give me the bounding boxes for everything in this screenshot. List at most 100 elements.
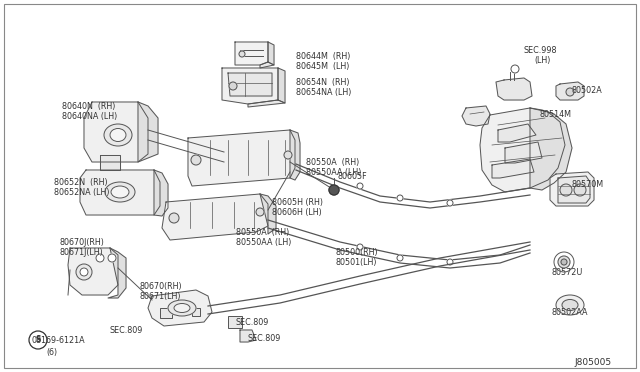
- Polygon shape: [240, 330, 256, 342]
- Ellipse shape: [104, 124, 132, 146]
- Text: SEC.998: SEC.998: [524, 46, 557, 55]
- Polygon shape: [278, 68, 285, 103]
- Polygon shape: [222, 68, 278, 104]
- Text: (LH): (LH): [534, 56, 550, 65]
- Polygon shape: [80, 170, 160, 215]
- Polygon shape: [260, 194, 276, 234]
- Ellipse shape: [168, 300, 196, 316]
- Text: SEC.809: SEC.809: [236, 318, 269, 327]
- Text: 80645M  (LH): 80645M (LH): [296, 62, 349, 71]
- Circle shape: [511, 65, 519, 73]
- Polygon shape: [530, 108, 572, 190]
- Ellipse shape: [111, 186, 129, 198]
- Circle shape: [560, 184, 572, 196]
- Ellipse shape: [562, 299, 578, 311]
- Text: SEC.809: SEC.809: [248, 334, 282, 343]
- Text: 80502A: 80502A: [572, 86, 603, 95]
- Circle shape: [357, 183, 363, 189]
- Polygon shape: [498, 124, 536, 142]
- Circle shape: [29, 331, 47, 349]
- Text: 80670(RH): 80670(RH): [140, 282, 182, 291]
- Polygon shape: [235, 42, 268, 65]
- Text: 80550A  (RH): 80550A (RH): [236, 228, 289, 237]
- Text: 80550A  (RH): 80550A (RH): [306, 158, 359, 167]
- Polygon shape: [84, 102, 148, 162]
- Polygon shape: [108, 248, 126, 298]
- Text: 80570M: 80570M: [572, 180, 604, 189]
- Circle shape: [256, 208, 264, 216]
- Text: 80502AA: 80502AA: [552, 308, 589, 317]
- Polygon shape: [556, 82, 584, 100]
- Circle shape: [96, 254, 104, 262]
- Text: 80652NA (LH): 80652NA (LH): [54, 188, 109, 197]
- Polygon shape: [462, 106, 490, 126]
- Polygon shape: [496, 78, 532, 100]
- Circle shape: [447, 200, 453, 206]
- Circle shape: [554, 252, 574, 272]
- Text: 80671J(LH): 80671J(LH): [60, 248, 104, 257]
- Text: 80550AA (LH): 80550AA (LH): [306, 168, 362, 177]
- Text: 08169-6121A: 08169-6121A: [32, 336, 86, 345]
- Bar: [160, 308, 172, 318]
- Text: S: S: [35, 336, 41, 344]
- Text: 80644M  (RH): 80644M (RH): [296, 52, 350, 61]
- Circle shape: [574, 184, 586, 196]
- Circle shape: [239, 51, 245, 57]
- Text: 80652N  (RH): 80652N (RH): [54, 178, 108, 187]
- Text: 80514M: 80514M: [540, 110, 572, 119]
- Circle shape: [397, 195, 403, 201]
- Text: 80640N  (RH): 80640N (RH): [62, 102, 115, 111]
- Text: 80550AA (LH): 80550AA (LH): [236, 238, 291, 247]
- Polygon shape: [154, 170, 168, 216]
- Circle shape: [357, 244, 363, 250]
- Text: 80572U: 80572U: [552, 268, 584, 277]
- Circle shape: [169, 213, 179, 223]
- Polygon shape: [558, 176, 590, 203]
- Circle shape: [558, 256, 570, 268]
- Polygon shape: [290, 130, 300, 180]
- Text: 80605H (RH): 80605H (RH): [272, 198, 323, 207]
- Text: 80500(RH): 80500(RH): [336, 248, 379, 257]
- Circle shape: [561, 259, 567, 265]
- Text: J805005: J805005: [574, 358, 611, 367]
- Polygon shape: [260, 62, 274, 68]
- Circle shape: [76, 264, 92, 280]
- Polygon shape: [228, 73, 272, 96]
- Text: (6): (6): [46, 348, 57, 357]
- Polygon shape: [248, 100, 285, 107]
- Polygon shape: [188, 130, 295, 186]
- Circle shape: [329, 185, 339, 195]
- Circle shape: [108, 254, 116, 262]
- Text: 80670J(RH): 80670J(RH): [60, 238, 105, 247]
- Circle shape: [80, 268, 88, 276]
- Polygon shape: [505, 142, 542, 163]
- Polygon shape: [162, 194, 268, 240]
- Bar: [228, 316, 242, 328]
- Text: 80640NA (LH): 80640NA (LH): [62, 112, 117, 121]
- Circle shape: [229, 82, 237, 90]
- Text: 80605F: 80605F: [338, 172, 367, 181]
- Ellipse shape: [105, 182, 135, 202]
- Circle shape: [284, 151, 292, 159]
- Ellipse shape: [174, 304, 190, 312]
- Circle shape: [566, 88, 574, 96]
- Text: 80671(LH): 80671(LH): [140, 292, 182, 301]
- Polygon shape: [550, 172, 594, 206]
- Text: 80654NA (LH): 80654NA (LH): [296, 88, 351, 97]
- Polygon shape: [100, 155, 120, 170]
- Polygon shape: [480, 108, 565, 192]
- Polygon shape: [268, 42, 274, 65]
- Bar: [192, 308, 200, 316]
- Polygon shape: [138, 102, 158, 162]
- Polygon shape: [148, 290, 212, 326]
- Text: SEC.809: SEC.809: [110, 326, 143, 335]
- Text: 80501(LH): 80501(LH): [336, 258, 378, 267]
- Ellipse shape: [556, 295, 584, 315]
- Text: 80654N  (RH): 80654N (RH): [296, 78, 349, 87]
- Circle shape: [191, 155, 201, 165]
- Polygon shape: [492, 159, 534, 178]
- Circle shape: [447, 259, 453, 265]
- Polygon shape: [68, 248, 118, 295]
- Text: 80606H (LH): 80606H (LH): [272, 208, 322, 217]
- Ellipse shape: [110, 128, 126, 141]
